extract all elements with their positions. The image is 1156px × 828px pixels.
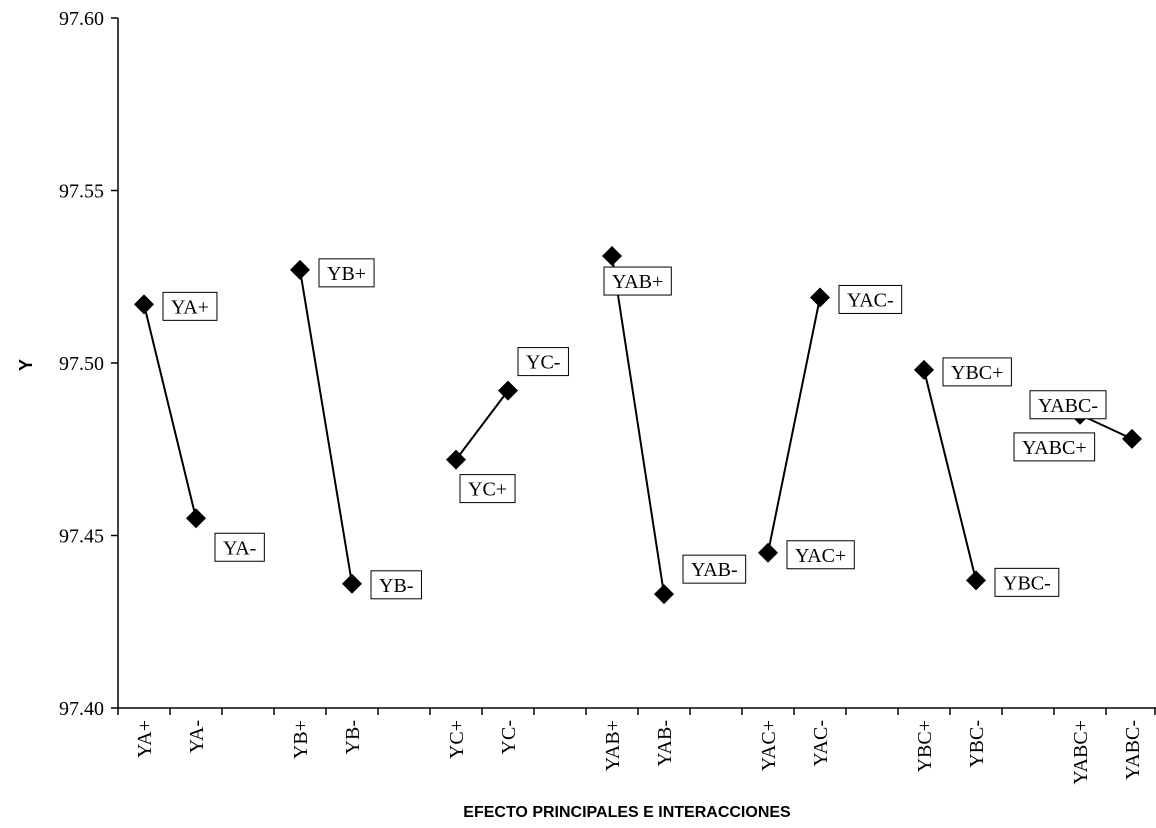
point-label: YC-: [517, 347, 569, 377]
point-label-text: YC+: [468, 479, 507, 501]
point-label-box: [459, 474, 516, 504]
marker: [1122, 428, 1142, 449]
x-tick-label: YA-: [186, 720, 208, 753]
marker: [342, 573, 362, 594]
marker: [446, 449, 466, 470]
point-label-box: [994, 567, 1060, 597]
marker: [498, 380, 518, 401]
point-label-text: YB-: [379, 575, 413, 597]
x-tick-label: YAC+: [758, 720, 780, 771]
x-tick-label: YAB-: [654, 720, 676, 767]
marker: [602, 246, 622, 267]
x-tick-label: YAB+: [602, 720, 624, 771]
point-label: YAC-: [838, 284, 903, 314]
point-label: YAB-: [682, 554, 747, 584]
marker: [810, 287, 830, 308]
y-axis-title: Y: [16, 359, 36, 371]
point-label: YAB+: [603, 266, 672, 296]
point-label-box: [214, 532, 265, 562]
point-label: YBC-: [994, 567, 1060, 597]
y-tick-label: 97.40: [59, 698, 104, 720]
x-tick-label: YA+: [134, 720, 156, 758]
point-label-text: YC-: [526, 352, 560, 374]
series-line: [143, 255, 1133, 595]
x-tick-label: YABC+: [1070, 720, 1092, 785]
point-label: YB+: [318, 258, 375, 288]
x-tick-label: YAC-: [810, 720, 832, 767]
point-label: YAC+: [786, 540, 855, 570]
y-tick-label: 97.45: [59, 526, 104, 548]
point-label-text: YAB+: [612, 271, 663, 293]
point-label-box: [786, 540, 855, 570]
x-tick-label: YBC+: [914, 720, 936, 772]
point-label: YC+: [459, 474, 516, 504]
marker: [966, 570, 986, 591]
x-tick-label: YB-: [342, 720, 364, 754]
x-tick-label: YB+: [290, 720, 312, 759]
point-label-box: [318, 258, 375, 288]
x-tick-label: YABC-: [1122, 720, 1144, 780]
x-tick-label: YC+: [446, 720, 468, 759]
marker: [290, 259, 310, 280]
point-label-text: YA+: [171, 296, 209, 318]
point-label-text: YBC-: [1003, 572, 1051, 594]
point-label: YABC+: [1013, 432, 1096, 462]
point-label: YA+: [162, 291, 218, 321]
x-axis-title: EFECTO PRINCIPALES E INTERACCIONES: [463, 804, 791, 821]
point-label-text: YA-: [223, 537, 256, 559]
point-label-box: [517, 347, 569, 377]
y-tick-label: 97.50: [59, 353, 104, 375]
point-label-text: YB+: [327, 263, 366, 285]
y-tick-label: 97.55: [59, 181, 104, 203]
point-label-box: [942, 357, 1012, 387]
point-label-box: [162, 291, 218, 321]
marker: [186, 508, 206, 529]
point-label-box: [682, 554, 747, 584]
marker: [914, 359, 934, 380]
marker: [654, 584, 674, 605]
point-label-text: YAB-: [691, 559, 738, 581]
point-label-text: YBC+: [951, 362, 1003, 384]
point-label: YABC-: [1029, 390, 1107, 420]
point-label-text: YABC-: [1038, 395, 1098, 417]
point-label-text: YABC+: [1022, 437, 1087, 459]
x-tick-label: YC-: [498, 720, 520, 754]
point-label-box: [1029, 390, 1107, 420]
y-tick-label: 97.60: [59, 8, 104, 30]
marker: [134, 294, 154, 315]
point-label-box: [370, 570, 422, 600]
marker: [758, 542, 778, 563]
point-label: YBC+: [942, 357, 1012, 387]
x-tick-label: YBC-: [966, 720, 988, 768]
point-label-box: [1013, 432, 1096, 462]
point-label: YA-: [214, 532, 265, 562]
point-label-text: YAC-: [847, 289, 894, 311]
point-label-box: [838, 284, 903, 314]
point-label-text: YAC+: [795, 545, 846, 567]
point-label-box: [603, 266, 672, 296]
point-label: YB-: [370, 570, 422, 600]
